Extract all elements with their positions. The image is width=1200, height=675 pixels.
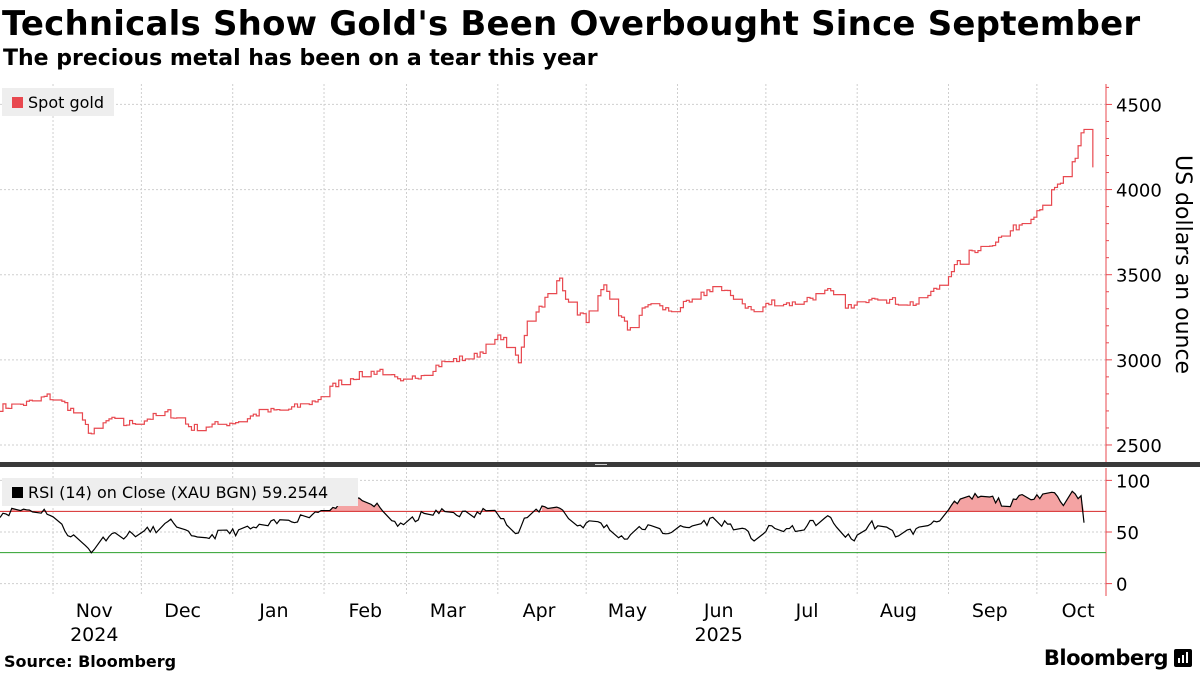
price-y-tick-label: 2500 bbox=[1116, 436, 1162, 457]
rsi-legend: RSI (14) on Close (XAU BGN) 59.2544 bbox=[2, 478, 358, 506]
rsi-y-tick-label: 100 bbox=[1116, 471, 1150, 492]
x-axis-month-label: Nov bbox=[76, 600, 113, 622]
price-y-tick-label: 4500 bbox=[1116, 95, 1162, 116]
x-axis-month-label: Jul bbox=[795, 600, 819, 622]
x-axis-month-label: Feb bbox=[348, 600, 382, 622]
price-legend-label: Spot gold bbox=[28, 93, 104, 112]
x-axis-month-label: Jan bbox=[258, 600, 288, 622]
x-axis-month-labels: Nov Dec Jan Feb Mar Apr May Jun Jul Aug Sep Oct bbox=[76, 600, 1095, 622]
price-y-tick-label: 3500 bbox=[1116, 266, 1162, 287]
x-axis-month-label: Mar bbox=[430, 600, 466, 622]
x-axis-month-label: Apr bbox=[523, 600, 556, 622]
source-note: Source: Bloomberg bbox=[4, 652, 177, 671]
bloomberg-terminal-icon bbox=[1174, 649, 1192, 667]
price-y-tick-label: 4000 bbox=[1116, 181, 1162, 202]
price-y-ticks: 2500 3000 3500 4000 4500 bbox=[1106, 86, 1162, 457]
panel-divider[interactable] bbox=[0, 462, 1200, 467]
rsi-y-ticks: 0 50 100 bbox=[1106, 471, 1150, 596]
price-y-tick-label: 3000 bbox=[1116, 351, 1162, 372]
rsi-legend-background bbox=[2, 478, 358, 506]
x-axis-year-labels: 2024 2025 bbox=[70, 624, 743, 646]
x-axis-month-label: Sep bbox=[972, 600, 1008, 622]
x-axis-year-label: 2024 bbox=[70, 624, 118, 646]
price-series bbox=[0, 128, 1094, 435]
chart-subtitle: The precious metal has been on a tear th… bbox=[3, 46, 598, 71]
rsi-y-tick-label: 50 bbox=[1116, 523, 1139, 544]
rsi-overbought-fill bbox=[11, 491, 1085, 512]
x-axis-month-label: May bbox=[608, 600, 647, 622]
x-axis-year-label: 2025 bbox=[695, 624, 743, 646]
rsi-legend-label: RSI (14) on Close (XAU BGN) 59.2544 bbox=[28, 483, 328, 502]
rsi-y-tick-label: 0 bbox=[1116, 575, 1127, 596]
price-series-line bbox=[0, 128, 1094, 435]
rsi-legend-swatch bbox=[12, 487, 23, 498]
x-axis-month-label: Aug bbox=[880, 600, 917, 622]
x-axis-month-label: Dec bbox=[164, 600, 201, 622]
brand-name: Bloomberg bbox=[1043, 646, 1169, 670]
x-axis-month-label: Oct bbox=[1062, 600, 1095, 622]
rsi-series-line bbox=[0, 490, 1085, 554]
price-legend-swatch bbox=[12, 97, 23, 108]
price-y-axis-label: US dollars an ounce bbox=[1170, 155, 1195, 374]
price-legend: Spot gold bbox=[2, 88, 114, 116]
brand-logo: Bloomberg bbox=[1044, 646, 1192, 670]
x-axis-month-label: Jun bbox=[703, 600, 734, 622]
chart-title: Technicals Show Gold's Been Overbought S… bbox=[2, 4, 1141, 44]
price-gridlines bbox=[0, 84, 1106, 462]
